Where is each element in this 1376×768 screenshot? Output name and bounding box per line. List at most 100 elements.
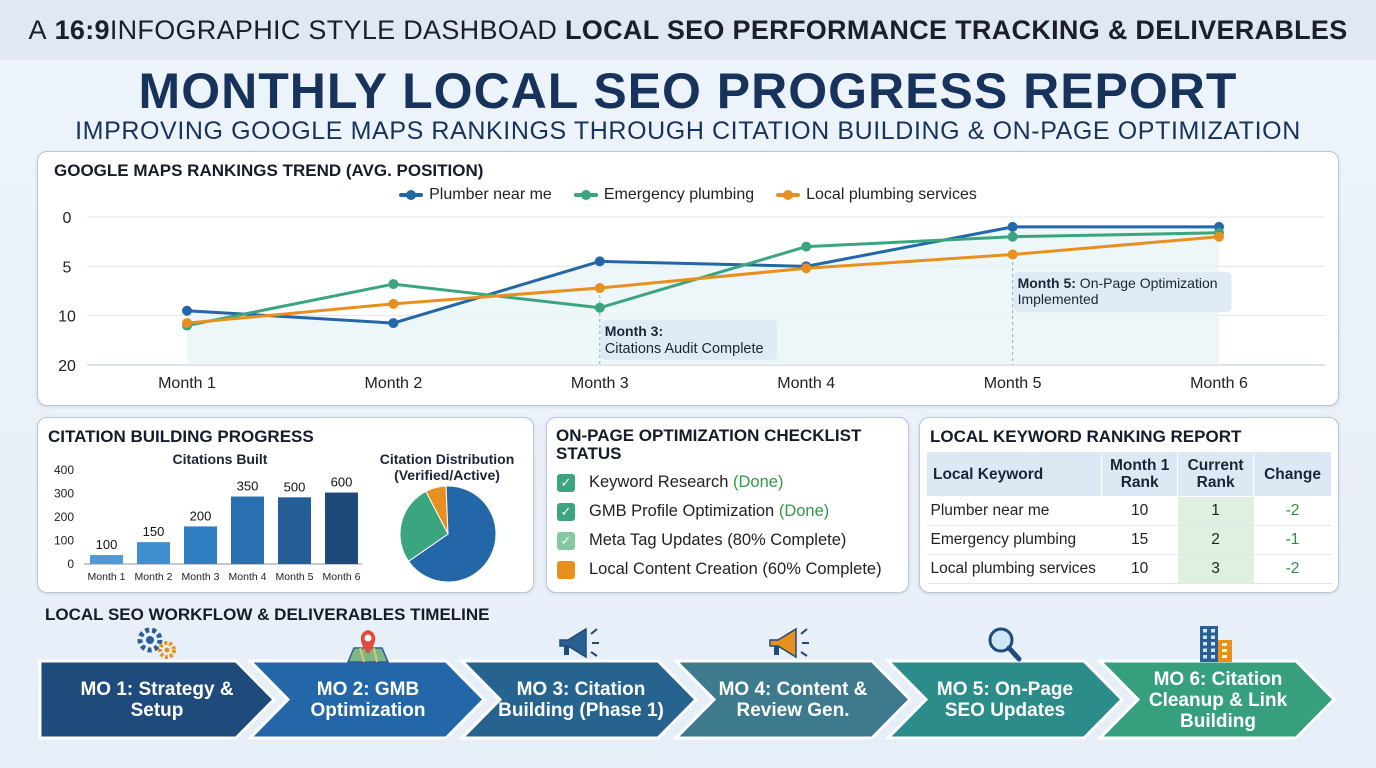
- rankings-line-chart: 0 5 10 20 Month 1 Month 2 Month 3 Month 4 Month …: [58, 210, 1325, 392]
- check-done-icon: ✓: [557, 502, 575, 521]
- table-row: Plumber near me 10 1 -2: [926, 496, 1332, 526]
- table-row: Local plumbing services 10 3 -2: [926, 554, 1332, 584]
- legend-item-emergency: Emergency plumbing: [573, 186, 755, 204]
- checklist-item-label: Meta Tag Updates (80% Complete): [589, 531, 847, 549]
- timeline-step-6-label: MO 6: Citation Cleanup & Link Building: [1148, 668, 1288, 732]
- change-cell: -2: [1253, 554, 1332, 584]
- timeline-chevrons: [38, 626, 1337, 740]
- x-tick-label: Month 4: [777, 375, 835, 392]
- col-header-current: Current Rank: [1177, 451, 1255, 497]
- legend-swatch-local: [776, 190, 801, 200]
- gears-icon: [137, 627, 176, 659]
- magnifier-icon: [988, 627, 1022, 662]
- data-point: [182, 318, 192, 329]
- data-point: [801, 263, 812, 274]
- checklist-item-label: Local Content Creation (60% Complete): [589, 560, 882, 578]
- x-tick-label: Month 3: [571, 375, 629, 392]
- x-tick-label: Month 2: [135, 571, 173, 583]
- current-rank-cell: 1: [1177, 496, 1254, 526]
- timeline-chevron: [458, 659, 699, 740]
- timeline-chevron: [672, 659, 913, 740]
- y-tick-label: 10: [58, 309, 76, 326]
- month1-rank-cell: 15: [1101, 525, 1178, 555]
- legend-swatch-plumber: [399, 190, 424, 200]
- timeline-step-5-label: MO 5: On-Page SEO Updates: [936, 679, 1074, 721]
- checklist-item: ✓ Keyword Research (Done): [557, 468, 882, 497]
- bar-value-label: 600: [331, 475, 353, 490]
- top-banner: A 16:9 INFOGRAPHIC STYLE DASHBOAD LOCAL …: [0, 0, 1376, 60]
- citation-panel-title: CITATION BUILDING PROGRESS: [48, 427, 314, 446]
- x-tick-label: Month 1: [158, 375, 216, 392]
- bar-value-label: 200: [190, 508, 212, 523]
- legend-label-emergency: Emergency plumbing: [603, 186, 755, 203]
- bar: [184, 526, 217, 564]
- timeline-step-2-label: MO 2: GMB Optimization: [310, 679, 426, 721]
- annotation-title: Month 3:: [605, 323, 663, 339]
- annotation-text: Month 5: On-Page Optimization: [1018, 275, 1218, 291]
- area-fill: [187, 226, 1219, 365]
- timeline-chevron: [246, 659, 487, 740]
- annotation-box: [1013, 272, 1232, 312]
- col-header-month1: Month 1 Rank: [1101, 451, 1179, 497]
- checklist-item: ✓ GMB Profile Optimization (Done): [557, 497, 882, 526]
- data-point: [388, 279, 399, 290]
- legend-label-local: Local plumbing services: [806, 186, 977, 203]
- data-point: [1214, 231, 1224, 242]
- x-tick-label: Month 5: [276, 571, 314, 583]
- data-point: [801, 241, 812, 252]
- checklist-item-status: (Done): [778, 502, 830, 520]
- y-tick-label: 300: [54, 487, 74, 501]
- checklist-item: ✓ Meta Tag Updates (80% Complete): [557, 526, 882, 555]
- data-point: [388, 318, 399, 329]
- keyword-cell: Emergency plumbing: [926, 525, 1102, 555]
- buildings-icon: [1200, 626, 1232, 662]
- data-point: [388, 298, 399, 309]
- y-tick-label: 200: [54, 510, 74, 524]
- pie-slice: [399, 490, 449, 563]
- bar-value-label: 500: [284, 479, 306, 494]
- keyword-table: Local Keyword Month 1 Rank Current Rank …: [925, 451, 1332, 584]
- timeline-chevron: [884, 659, 1125, 740]
- x-tick-label: Month 6: [1190, 375, 1248, 392]
- bar-value-label: 150: [143, 524, 165, 539]
- page-subtitle: IMPROVING GOOGLE MAPS RANKINGS THROUGH C…: [75, 117, 1301, 145]
- check-done-icon: ✓: [557, 473, 575, 492]
- timeline-title: LOCAL SEO WORKFLOW & DELIVERABLES TIMELI…: [45, 605, 490, 624]
- data-point: [1007, 231, 1018, 242]
- checklist: ✓ Keyword Research (Done) ✓ GMB Profile …: [557, 468, 882, 584]
- data-point: [1007, 249, 1018, 260]
- y-tick-label: 0: [63, 210, 72, 227]
- checklist-item-status: (Done): [733, 473, 784, 491]
- timeline-step-4-label: MO 4: Content & Review Gen.: [718, 679, 868, 721]
- bar-value-label: 100: [96, 537, 118, 552]
- banner-prefix: A: [28, 14, 47, 45]
- citation-pie-chart: [399, 485, 497, 583]
- bar: [137, 542, 170, 564]
- data-point: [594, 283, 605, 294]
- rankings-legend: Plumber near me Emergency plumbing Local…: [0, 186, 1376, 204]
- current-rank-cell: 3: [1177, 554, 1254, 584]
- timeline-step-3-label: MO 3: Citation Building (Phase 1): [498, 679, 664, 721]
- col-header-month1-text: Month 1 Rank: [1109, 457, 1170, 491]
- check-pending-icon: [557, 560, 575, 579]
- x-tick-label: Month 3: [182, 571, 220, 583]
- keyword-panel-title: LOCAL KEYWORD RANKING REPORT: [930, 427, 1242, 446]
- checklist-item: Local Content Creation (60% Complete): [557, 555, 882, 584]
- bar: [90, 555, 123, 564]
- y-tick-label: 20: [58, 358, 76, 375]
- timeline-step-1-label: MO 1: Strategy & Setup: [80, 679, 234, 721]
- series-line: [186, 235, 1220, 325]
- x-tick-label: Month 1: [88, 571, 126, 583]
- bar-value-label: 350: [237, 479, 259, 494]
- bar: [231, 496, 264, 564]
- x-tick-label: Month 5: [984, 375, 1042, 392]
- megaphone-icon: [769, 627, 809, 659]
- bar-chart-title: Citations Built: [173, 451, 268, 467]
- col-header-current-text: Current Rank: [1187, 457, 1244, 491]
- keyword-cell: Plumber near me: [926, 496, 1102, 526]
- data-point: [594, 256, 605, 267]
- bar: [325, 492, 358, 564]
- annotation-text: Implemented: [1018, 291, 1099, 307]
- x-tick-label: Month 4: [229, 571, 267, 583]
- check-partial-icon: ✓: [557, 531, 575, 550]
